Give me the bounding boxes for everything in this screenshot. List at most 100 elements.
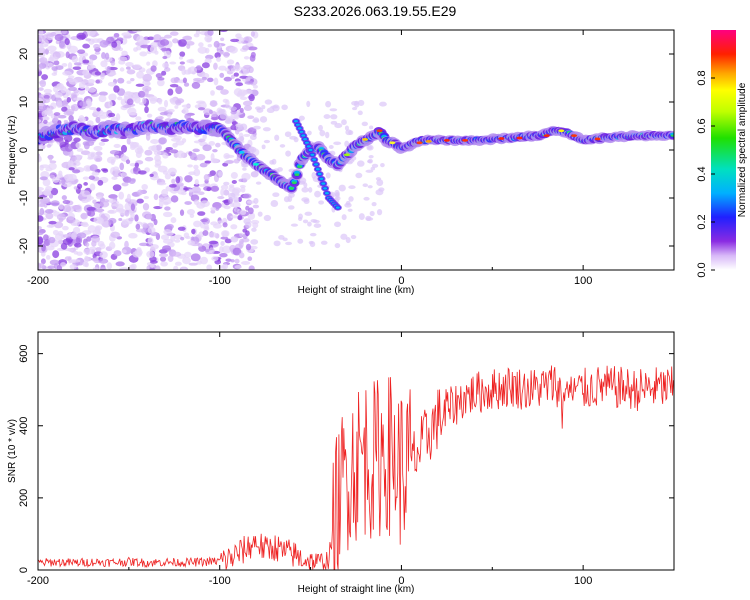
noise-speckle — [215, 85, 224, 91]
noise-speckle — [247, 115, 255, 120]
noise-speckle — [224, 154, 235, 158]
noise-speckle — [199, 256, 209, 265]
noise-speckle — [54, 33, 64, 42]
noise-speckle — [43, 88, 52, 94]
noise-speckle — [149, 267, 155, 270]
noise-speckle — [117, 77, 125, 84]
noise-speckle — [182, 256, 191, 265]
noise-speckle — [119, 162, 125, 171]
noise-speckle — [108, 209, 115, 214]
snr-x-tick-label: 100 — [574, 575, 592, 587]
noise-speckle — [64, 38, 70, 46]
noise-speckle — [179, 61, 185, 65]
spectrogram-x-axis-label: Height of straight line (km) — [298, 285, 415, 296]
noise-speckle — [96, 207, 103, 213]
noise-speckle — [165, 231, 174, 237]
noise-speckle — [192, 148, 200, 153]
noise-speckle — [46, 224, 55, 228]
noise-speckle — [197, 46, 208, 54]
noise-speckle — [118, 217, 123, 222]
noise-speckle — [131, 30, 142, 33]
noise-speckle — [107, 100, 113, 108]
noise-speckle — [132, 94, 137, 102]
noise-speckle — [194, 178, 199, 186]
noise-speckle — [345, 237, 351, 244]
noise-speckle — [126, 193, 131, 202]
noise-speckle — [174, 239, 181, 243]
noise-speckle — [250, 31, 256, 37]
noise-speckle — [130, 77, 135, 82]
noise-speckle — [217, 195, 225, 200]
noise-speckle — [85, 38, 92, 42]
noise-speckle — [76, 232, 87, 239]
noise-speckle — [201, 62, 210, 69]
noise-speckle — [78, 116, 87, 123]
ridge-blob — [319, 177, 324, 180]
noise-speckle — [193, 199, 200, 205]
noise-speckle — [201, 76, 208, 81]
noise-speckle — [285, 150, 291, 157]
noise-speckle — [203, 173, 210, 181]
noise-speckle — [325, 100, 332, 108]
noise-speckle — [82, 69, 89, 76]
ridge-hotspot — [343, 153, 350, 157]
noise-speckle — [48, 62, 54, 68]
noise-speckle — [80, 150, 91, 156]
noise-speckle — [255, 181, 262, 185]
ridge-hotspot — [498, 137, 505, 140]
noise-speckle — [94, 71, 102, 76]
noise-speckle — [314, 190, 321, 198]
noise-speckle — [137, 145, 143, 153]
noise-speckle — [178, 56, 184, 60]
noise-speckle — [223, 189, 230, 196]
noise-speckle — [368, 155, 374, 159]
noise-speckle — [238, 252, 245, 259]
noise-speckle — [220, 241, 225, 246]
noise-speckle — [362, 183, 369, 188]
noise-speckle — [58, 170, 63, 177]
noise-speckle — [376, 179, 384, 187]
noise-speckle — [91, 38, 101, 44]
noise-speckle — [95, 247, 102, 252]
ridge-hotspot — [425, 139, 432, 143]
snr-panel: -200 -100 0 100 0 200 400 600 Height of straig… — [7, 331, 675, 595]
noise-speckle — [162, 152, 169, 159]
noise-speckle — [128, 217, 134, 222]
noise-speckle — [208, 240, 219, 245]
noise-speckle — [39, 123, 49, 127]
noise-speckle — [163, 99, 169, 108]
noise-speckle — [175, 176, 181, 184]
noise-speckle — [366, 144, 374, 151]
noise-speckle — [97, 217, 104, 225]
noise-speckle — [99, 251, 108, 259]
noise-speckle — [224, 119, 232, 124]
ridge-blob — [315, 168, 320, 171]
noise-speckle — [333, 141, 342, 146]
noise-speckle — [272, 104, 280, 112]
noise-speckle — [193, 168, 201, 177]
noise-speckle — [103, 199, 110, 203]
noise-speckle — [358, 213, 365, 221]
noise-speckle — [48, 162, 57, 170]
noise-speckle — [61, 30, 68, 35]
noise-speckle — [242, 177, 248, 183]
noise-speckle — [122, 104, 132, 109]
ridge-hotspot — [362, 138, 369, 141]
noise-speckle — [150, 260, 158, 264]
noise-speckle — [210, 90, 215, 96]
noise-speckle — [341, 214, 347, 221]
noise-speckle — [170, 195, 179, 203]
noise-speckle — [128, 264, 136, 270]
noise-speckle — [93, 43, 100, 50]
noise-speckle — [259, 116, 268, 123]
ridge-hotspot — [443, 139, 450, 142]
noise-speckle — [169, 149, 179, 154]
noise-speckle — [133, 47, 139, 52]
noise-speckle — [273, 240, 281, 247]
noise-speckle — [86, 30, 96, 37]
noise-speckle — [98, 141, 106, 146]
noise-speckle — [169, 61, 177, 65]
noise-speckle — [145, 81, 151, 86]
noise-speckle — [83, 142, 90, 150]
noise-speckle — [355, 172, 363, 179]
